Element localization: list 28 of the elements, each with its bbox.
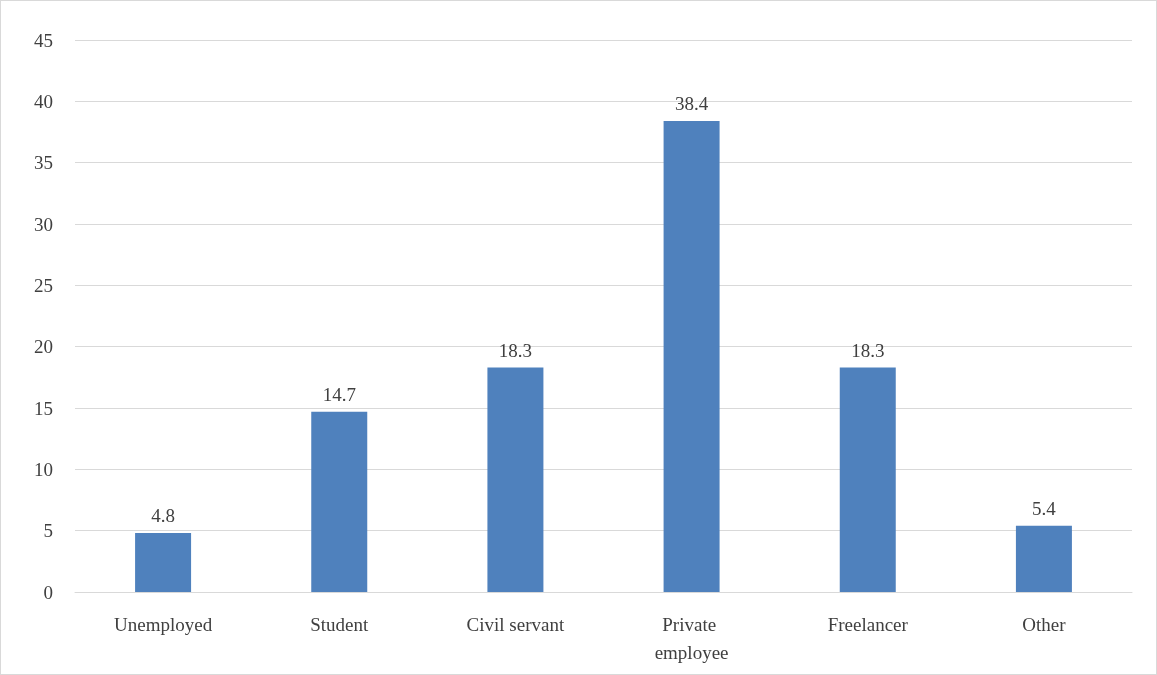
bar: [135, 533, 192, 592]
y-tick-label: 40: [34, 90, 53, 112]
data-label: 18.3: [498, 339, 533, 361]
bar: [311, 411, 368, 592]
y-tick-label: 0: [43, 581, 53, 603]
y-tick-label: 15: [34, 397, 53, 419]
y-tick-label: 30: [34, 213, 53, 235]
y-tick-label: 35: [34, 152, 53, 174]
data-label: 38.4: [674, 92, 709, 114]
x-tick-label: Student: [310, 613, 369, 635]
y-tick-label: 25: [34, 274, 53, 296]
data-label: 18.3: [851, 339, 885, 361]
x-tick-label: Private employee: [654, 613, 729, 663]
data-label: 4.8: [151, 505, 175, 527]
y-tick-label: 45: [34, 29, 53, 51]
y-tick-label: 20: [34, 336, 53, 358]
bar: [839, 367, 896, 592]
x-tick-label: Other: [1022, 613, 1067, 635]
bar: [663, 120, 720, 592]
x-tick-label: Civil servant: [466, 613, 565, 635]
x-tick-label: Freelancer: [827, 613, 909, 635]
y-tick-label: 10: [34, 458, 53, 480]
bar: [1015, 525, 1072, 592]
x-tick-label: Unemployed: [114, 613, 213, 635]
bar: [487, 367, 544, 592]
data-label: 5.4: [1032, 497, 1057, 519]
y-tick-label: 5: [43, 520, 53, 542]
data-label: 14.7: [322, 383, 356, 405]
